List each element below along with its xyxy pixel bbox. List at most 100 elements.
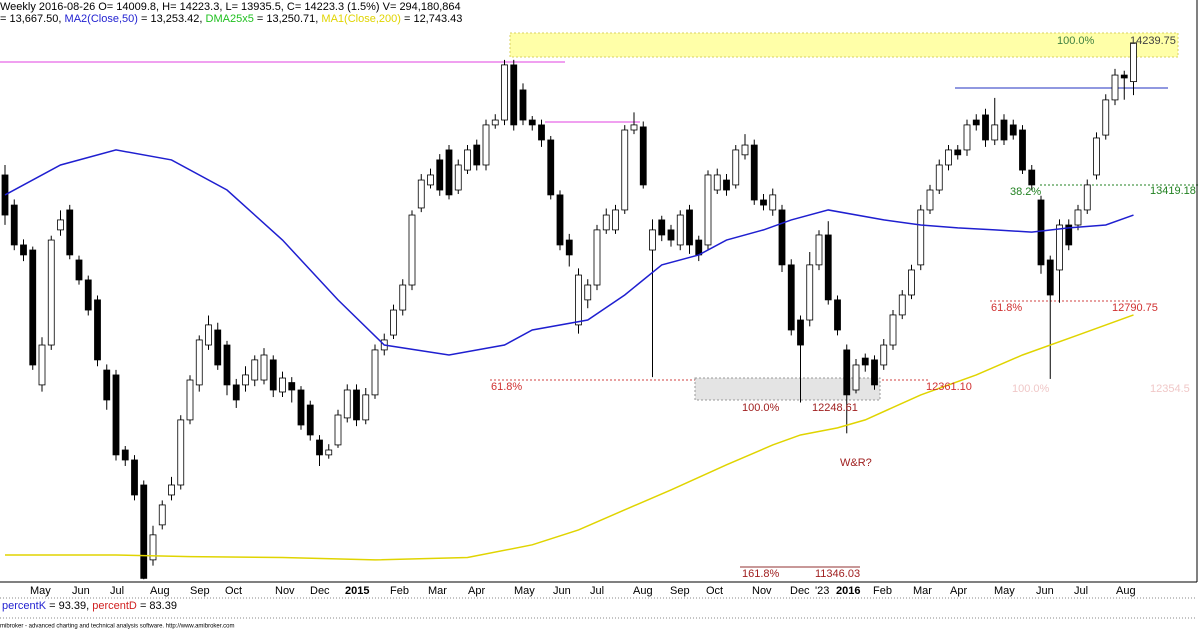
- candle-body: [334, 414, 342, 446]
- annotation: 12354.5: [1150, 383, 1190, 395]
- x-tick-label: Sep: [190, 585, 210, 597]
- candle-body: [1000, 119, 1008, 141]
- candle-body: [723, 179, 730, 191]
- candle-body: [713, 174, 721, 191]
- candle-body: [510, 64, 518, 126]
- footer: mibroker - advanced charting and technic…: [0, 624, 234, 630]
- candle-body: [612, 209, 619, 231]
- candle-body: [824, 234, 832, 301]
- x-tick-label: Aug: [633, 585, 653, 597]
- x-tick-label: Apr: [950, 585, 967, 597]
- candle-body: [982, 114, 989, 141]
- annotation: 12248.61: [812, 402, 858, 414]
- stoch-name: percentD: [92, 600, 137, 612]
- candle-body: [556, 194, 564, 246]
- price-marks: [1, 42, 1137, 580]
- candle-body: [1074, 209, 1082, 226]
- candle-body: [704, 174, 712, 246]
- candle-body: [436, 159, 444, 191]
- candle-body: [843, 349, 851, 396]
- candle-body: [251, 359, 259, 381]
- candle-body: [390, 309, 397, 336]
- candle-body: [1019, 129, 1026, 171]
- candle-body: [482, 124, 490, 166]
- candle-body: [1065, 224, 1073, 246]
- candle-body: [880, 344, 888, 366]
- candle-body: [945, 149, 952, 166]
- x-tick-label: Oct: [225, 585, 242, 597]
- candle-body: [575, 274, 582, 326]
- candle-body: [908, 269, 915, 296]
- annotation: 100.0%: [1057, 35, 1095, 47]
- candle-body: [371, 349, 379, 396]
- candle-body: [806, 264, 814, 321]
- candle-body: [269, 359, 277, 391]
- candle-body: [131, 459, 138, 496]
- x-tick-label: Jul: [590, 585, 604, 597]
- candle-body: [316, 439, 323, 456]
- candle-body: [260, 354, 268, 381]
- candle-body: [741, 144, 749, 156]
- candle-body: [1009, 124, 1017, 136]
- candle-body: [584, 284, 592, 301]
- x-tick-label: Apr: [468, 585, 485, 597]
- candle-body: [186, 379, 194, 421]
- candle-body: [343, 389, 351, 419]
- x-tick-label: Oct: [706, 585, 723, 597]
- candle-body: [852, 364, 860, 391]
- header-line: Weekly 2016-08-26 O= 14009.8, H= 14223.3…: [0, 1, 461, 13]
- header-value: = 13,667.50,: [0, 13, 61, 25]
- candle-body: [1056, 224, 1063, 271]
- candle-body: [1111, 74, 1119, 101]
- candle-body: [602, 214, 610, 231]
- candle-body: [445, 149, 453, 196]
- stoch-value: = 93.39,: [49, 600, 89, 612]
- x-tick-label: 2015: [345, 585, 369, 597]
- candle-body: [38, 344, 46, 386]
- candle-body: [427, 174, 434, 186]
- stoch-legend: percentK = 93.39, percentD = 83.39: [2, 600, 177, 612]
- candle-body: [297, 389, 305, 426]
- x-tick-label: Nov: [752, 585, 772, 597]
- x-tick-label: Feb: [390, 585, 409, 597]
- candle-body: [408, 214, 416, 286]
- x-tick-label: Aug: [150, 585, 170, 597]
- candle-body: [84, 279, 92, 311]
- x-tick-label: Dec: [790, 585, 810, 597]
- candle-body: [649, 229, 656, 251]
- x-tick-label: Mar: [428, 585, 447, 597]
- candle-body: [10, 204, 18, 246]
- header-value: = 13,250.71,: [257, 13, 318, 25]
- candle-body: [94, 299, 101, 361]
- x-tick-label: May: [30, 585, 51, 597]
- candle-body: [66, 209, 74, 256]
- header-value: = 12,743.43: [404, 13, 462, 25]
- annotation: 11346.03: [815, 568, 860, 580]
- header-value: = 13,253.42,: [141, 13, 202, 25]
- annotation: 100.0%: [1012, 383, 1050, 395]
- x-tick-label: Feb: [873, 585, 892, 597]
- candle-body: [168, 484, 175, 496]
- candle-body: [242, 374, 249, 386]
- candle-body: [889, 314, 897, 346]
- candle-body: [306, 404, 314, 436]
- x-tick-label: '23: [815, 585, 829, 597]
- x-tick-label: Nov: [275, 585, 295, 597]
- candle-body: [954, 149, 962, 156]
- moving-average: [4, 149, 1134, 356]
- zone: [694, 377, 881, 401]
- candle-body: [491, 119, 499, 126]
- candle-body: [621, 129, 629, 211]
- candle-body: [399, 284, 407, 311]
- candle-body: [288, 382, 296, 391]
- candle-body: [991, 124, 999, 141]
- candle-body: [926, 189, 934, 211]
- candle-body: [195, 339, 203, 386]
- candle-body: [473, 144, 481, 166]
- candle-body: [417, 179, 425, 209]
- x-tick-label: Aug: [1116, 585, 1136, 597]
- x-tick-label: May: [994, 585, 1015, 597]
